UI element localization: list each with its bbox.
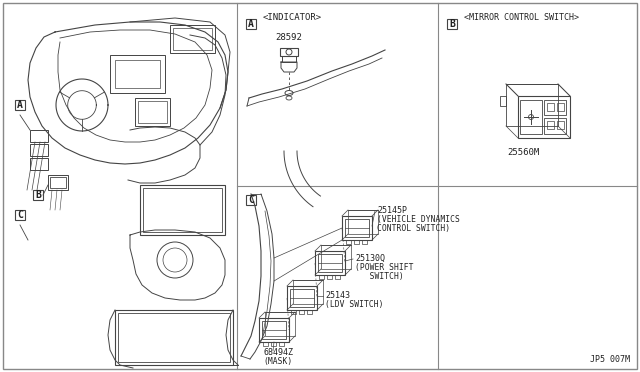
Bar <box>500 96 506 106</box>
Bar <box>547 121 554 129</box>
Bar <box>321 245 351 269</box>
Bar <box>33 190 43 200</box>
Bar <box>265 312 295 336</box>
Bar <box>262 321 286 339</box>
Bar <box>271 342 276 346</box>
Text: (VEHICLE DYNAMICS: (VEHICLE DYNAMICS <box>377 215 460 224</box>
Bar <box>547 103 554 111</box>
Text: (MASK): (MASK) <box>263 357 292 366</box>
Text: 25130Q: 25130Q <box>355 254 385 263</box>
Bar <box>318 254 342 272</box>
Text: SWITCH): SWITCH) <box>355 272 404 281</box>
Bar <box>518 96 570 138</box>
Bar <box>30 144 48 156</box>
Bar <box>173 28 212 50</box>
Bar <box>506 84 558 126</box>
Text: CONTROL SWITCH): CONTROL SWITCH) <box>377 224 450 233</box>
Text: 28592: 28592 <box>276 33 303 42</box>
Bar <box>140 185 225 235</box>
Bar <box>118 313 230 362</box>
Bar <box>287 286 317 310</box>
Bar <box>280 48 298 56</box>
Bar <box>319 275 324 279</box>
Bar <box>557 121 564 129</box>
Text: <MIRROR CONTROL SWITCH>: <MIRROR CONTROL SWITCH> <box>464 13 579 22</box>
Text: 68494Z: 68494Z <box>263 348 293 357</box>
Text: B: B <box>35 190 41 200</box>
Bar <box>138 101 167 123</box>
Bar <box>246 195 256 205</box>
Bar <box>342 216 372 240</box>
Bar <box>345 219 369 237</box>
Text: 25560M: 25560M <box>507 148 539 157</box>
Bar <box>30 130 48 142</box>
Bar <box>290 289 314 307</box>
Bar <box>246 19 256 29</box>
Bar <box>348 210 378 234</box>
Bar <box>135 98 170 126</box>
Bar <box>170 25 215 53</box>
Bar <box>263 342 268 346</box>
Text: <INDICATOR>: <INDICATOR> <box>263 13 322 22</box>
Bar <box>327 275 332 279</box>
Bar <box>447 19 457 29</box>
Bar <box>557 103 564 111</box>
Bar <box>544 100 566 115</box>
Bar <box>293 280 323 304</box>
Bar <box>299 310 304 314</box>
Bar <box>544 118 566 134</box>
Text: A: A <box>248 19 254 29</box>
Text: C: C <box>248 195 254 205</box>
Bar <box>259 318 289 342</box>
Bar <box>335 275 340 279</box>
Text: B: B <box>449 19 455 29</box>
Bar <box>307 310 312 314</box>
Text: (POWER SHIFT: (POWER SHIFT <box>355 263 413 272</box>
Bar <box>520 100 542 134</box>
Text: 25143: 25143 <box>325 291 350 300</box>
Bar <box>50 177 66 188</box>
Text: C: C <box>17 210 23 220</box>
Text: A: A <box>17 100 23 110</box>
Bar <box>282 56 296 62</box>
Bar <box>315 251 345 275</box>
Bar <box>110 55 165 93</box>
Bar <box>346 240 351 244</box>
Bar <box>291 310 296 314</box>
Bar <box>354 240 359 244</box>
Text: 25145P: 25145P <box>377 206 407 215</box>
Bar <box>15 100 25 110</box>
Bar <box>30 158 48 170</box>
Bar <box>143 188 222 232</box>
Bar <box>115 310 233 365</box>
Text: JP5 007M: JP5 007M <box>590 355 630 364</box>
Bar <box>48 175 68 190</box>
Bar <box>362 240 367 244</box>
Text: (LDV SWITCH): (LDV SWITCH) <box>325 300 383 309</box>
Bar <box>115 60 160 88</box>
Bar <box>279 342 284 346</box>
Bar <box>15 210 25 220</box>
